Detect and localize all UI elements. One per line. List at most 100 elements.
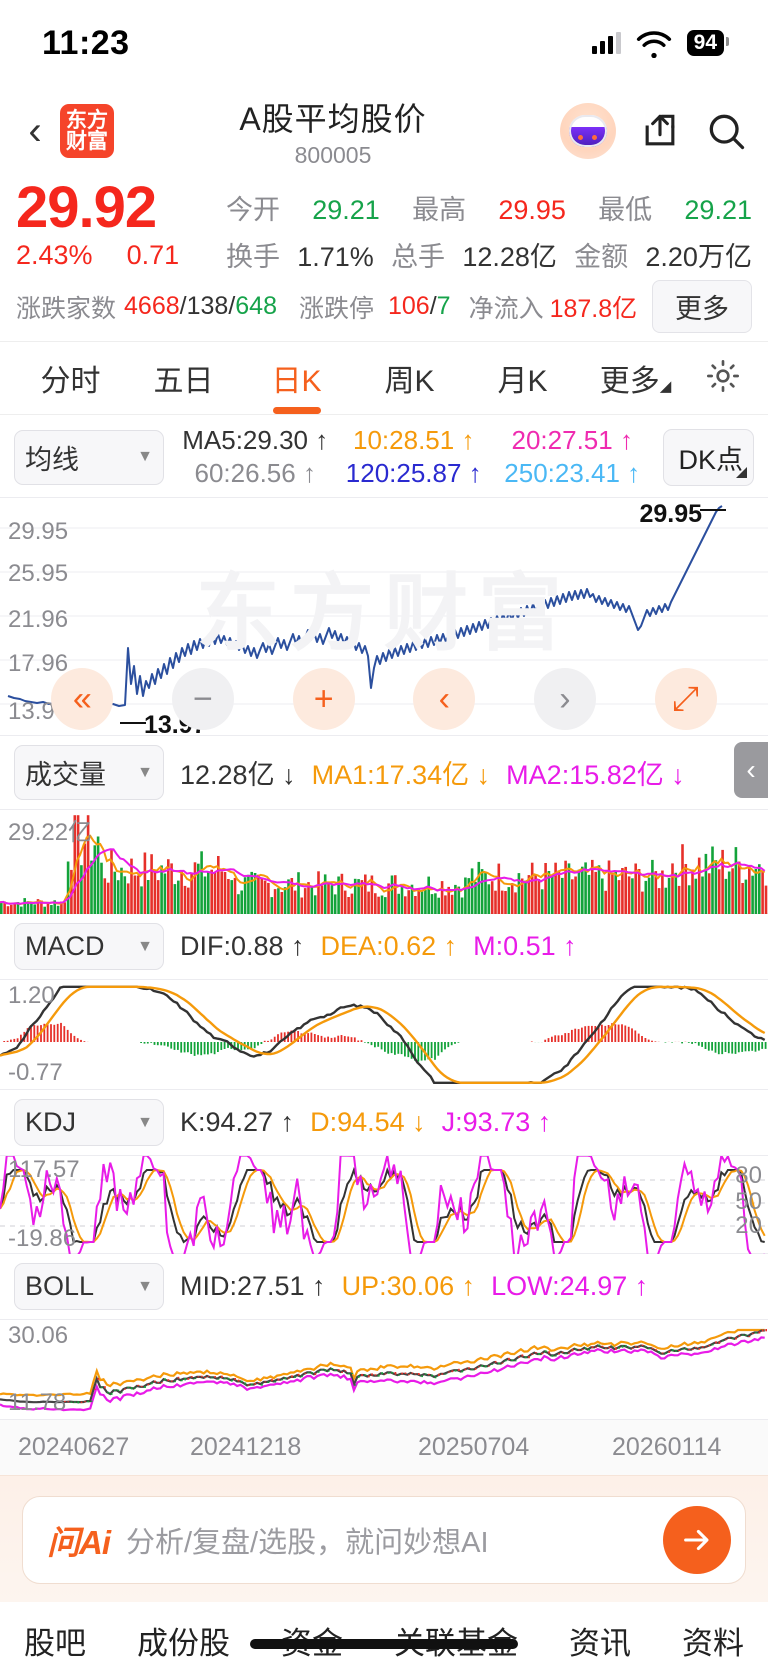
limit-down: 7 [436, 292, 451, 320]
field-label-high: 最高 [412, 195, 467, 225]
tab-more[interactable]: 更多◢ [579, 356, 692, 400]
home-indicator [250, 1639, 518, 1649]
limit-label: 涨跌停 [298, 294, 374, 323]
macd-selector[interactable]: MACD ▼ [14, 923, 164, 970]
chevron-down-icon: ▼ [137, 937, 153, 955]
nav-actions [560, 103, 748, 159]
page-title: A股平均股价 800005 [106, 94, 560, 169]
kdj-chart-svg[interactable] [0, 1156, 768, 1254]
quote-panel: 29.92 2.43% 0.71 今开 29.21 最高 29.95 最低 29… [0, 176, 768, 341]
field-value-amount: 2.20万亿 [645, 242, 752, 272]
inflow-label: 净流入 [468, 294, 544, 323]
ai-search-bar[interactable]: 问Ai 分析/复盘/选股，就问妙想AI [22, 1496, 746, 1584]
section-tab-news[interactable]: 资讯 [569, 1626, 631, 1661]
ma-120: 120:25.87 ↑ [345, 458, 482, 488]
inflow-value: 187.8亿 [549, 294, 638, 323]
section-tab-data[interactable]: 资料 [682, 1626, 744, 1661]
section-tab-guba[interactable]: 股吧 [24, 1626, 86, 1661]
boll-up: UP:30.06 ↑ [341, 1271, 476, 1301]
volume-chart-svg[interactable] [0, 810, 768, 914]
field-value-volume: 12.28亿 [462, 242, 557, 272]
macd-ytick-top: 1.20 [8, 982, 55, 1009]
cellular-signal-icon [591, 32, 621, 54]
fullscreen-button[interactable]: ⤢ [654, 668, 717, 730]
ai-submit-button[interactable] [663, 1506, 731, 1574]
date-tick-2: 20250704 [418, 1433, 530, 1461]
chart-settings-button[interactable] [692, 356, 754, 401]
price-chart-svg[interactable] [0, 498, 768, 736]
volume-header: 成交量 ▼ 12.28亿 ↓ MA1:17.34亿 ↓ MA2:15.82亿 ↓… [0, 735, 768, 809]
logo-line-2: 财富 [66, 130, 108, 153]
section-tab-constituents[interactable]: 成份股 [137, 1626, 230, 1661]
breadth-down: 648 [235, 292, 277, 320]
period-tabs: 分时 五日 日K 周K 月K 更多◢ [0, 341, 768, 415]
kdj-selector-label: KDJ [25, 1107, 77, 1137]
logo-line-1: 东方 [66, 108, 108, 132]
price-block: 29.92 2.43% 0.71 [16, 177, 226, 271]
eastmoney-logo[interactable]: 东方 财富 [60, 104, 114, 158]
tab-monthly-k[interactable]: 月K [497, 365, 548, 398]
change-value: 0.71 [126, 240, 180, 271]
price-chart-panel[interactable]: 东方财富 29.95 25.95 21.96 17.96 13.97 29.95… [0, 497, 768, 739]
tab-weekly-k[interactable]: 周K [384, 365, 435, 398]
volume-chart-panel[interactable]: 29.22亿 [0, 809, 768, 914]
macd-chart-svg[interactable] [0, 980, 768, 1090]
kdj-chart-panel[interactable]: 117.57 -19.86 80 50 20 [0, 1155, 768, 1254]
dk-point-button[interactable]: DK点 [663, 428, 754, 486]
stock-name: A股平均股价 [239, 100, 427, 137]
more-button[interactable]: 更多 [652, 280, 752, 333]
price-ytick-2: 21.96 [8, 606, 69, 633]
back-button[interactable]: ‹ [28, 109, 42, 153]
breadth-label: 涨跌家数 [16, 294, 117, 323]
kdj-selector[interactable]: KDJ ▼ [14, 1099, 164, 1146]
ai-search-input[interactable]: 分析/复盘/选股，就问妙想AI [126, 1527, 489, 1559]
gear-icon [707, 359, 739, 392]
field-label-open: 今开 [226, 195, 280, 225]
ai-logo: 问Ai [47, 1524, 111, 1561]
kdj-ref-20: 20 [735, 1212, 762, 1239]
battery-indicator: 94 [686, 30, 730, 56]
field-value-high: 29.95 [498, 195, 566, 225]
kdj-ref-50: 50 [735, 1188, 762, 1215]
zoom-out-button[interactable]: − [171, 668, 234, 730]
ma-selector[interactable]: 均线 ▼ [14, 429, 164, 485]
boll-chart-svg[interactable] [0, 1320, 768, 1420]
price-ytick-3: 17.96 [8, 650, 69, 677]
status-indicators: 94 [591, 28, 730, 58]
ai-search-section: 问Ai 分析/复盘/选股，就问妙想AI [0, 1475, 768, 1602]
panel-collapse-button[interactable]: ‹ [734, 742, 768, 798]
share-icon[interactable] [638, 109, 682, 153]
chevron-down-icon: ▼ [137, 1113, 153, 1131]
date-tick-0: 20240627 [18, 1433, 130, 1461]
macd-dea: DEA:0.62 ↑ [320, 931, 458, 961]
macd-header: MACD ▼ DIF:0.88 ↑ DEA:0.62 ↑ M:0.51 ↑ [0, 913, 768, 979]
boll-ytick-bottom: 11.78 [8, 1389, 67, 1416]
volume-ma1: MA1:17.34亿 ↓ [311, 760, 491, 790]
macd-m: M:0.51 ↑ [473, 931, 577, 961]
market-breadth-row: 涨跌家数 4668 / 138 / 648 涨跌停 106 / 7 净流入 18… [16, 280, 752, 341]
zoom-out-fast-button[interactable]: « [51, 668, 114, 730]
status-bar: 11:23 94 [0, 0, 768, 86]
limit-up: 106 [388, 292, 430, 320]
boll-chart-panel[interactable]: 30.06 11.78 [0, 1319, 768, 1419]
pan-left-button[interactable]: ‹ [413, 668, 476, 730]
tab-intraday[interactable]: 分时 [40, 365, 101, 398]
chevron-down-icon: ◢ [659, 378, 672, 395]
pan-right-button[interactable]: › [533, 668, 596, 730]
zoom-in-button[interactable]: + [292, 668, 355, 730]
macd-chart-panel[interactable]: 1.20 -0.77 [0, 979, 768, 1089]
field-value-open: 29.21 [312, 195, 380, 225]
ai-assistant-icon[interactable] [560, 103, 616, 159]
price-change-block: 2.43% 0.71 [16, 240, 226, 271]
tab-daily-k[interactable]: 日K [240, 356, 353, 400]
volume-selector[interactable]: 成交量 ▼ [14, 745, 164, 800]
search-icon[interactable] [704, 109, 748, 153]
quote-fields: 今开 29.21 最高 29.95 最低 29.21 换手 1.71% 总手 1… [226, 178, 752, 274]
ma-20: 20:27.51 ↑ [511, 425, 633, 455]
volume-ytick-top: 29.22亿 [8, 819, 93, 846]
wifi-icon [636, 31, 671, 58]
tab-five-day[interactable]: 五日 [153, 365, 214, 398]
boll-selector[interactable]: BOLL ▼ [14, 1263, 164, 1310]
kdj-header: KDJ ▼ K:94.27 ↑ D:94.54 ↓ J:93.73 ↑ [0, 1089, 768, 1155]
breadth-flat: 138 [186, 292, 229, 320]
